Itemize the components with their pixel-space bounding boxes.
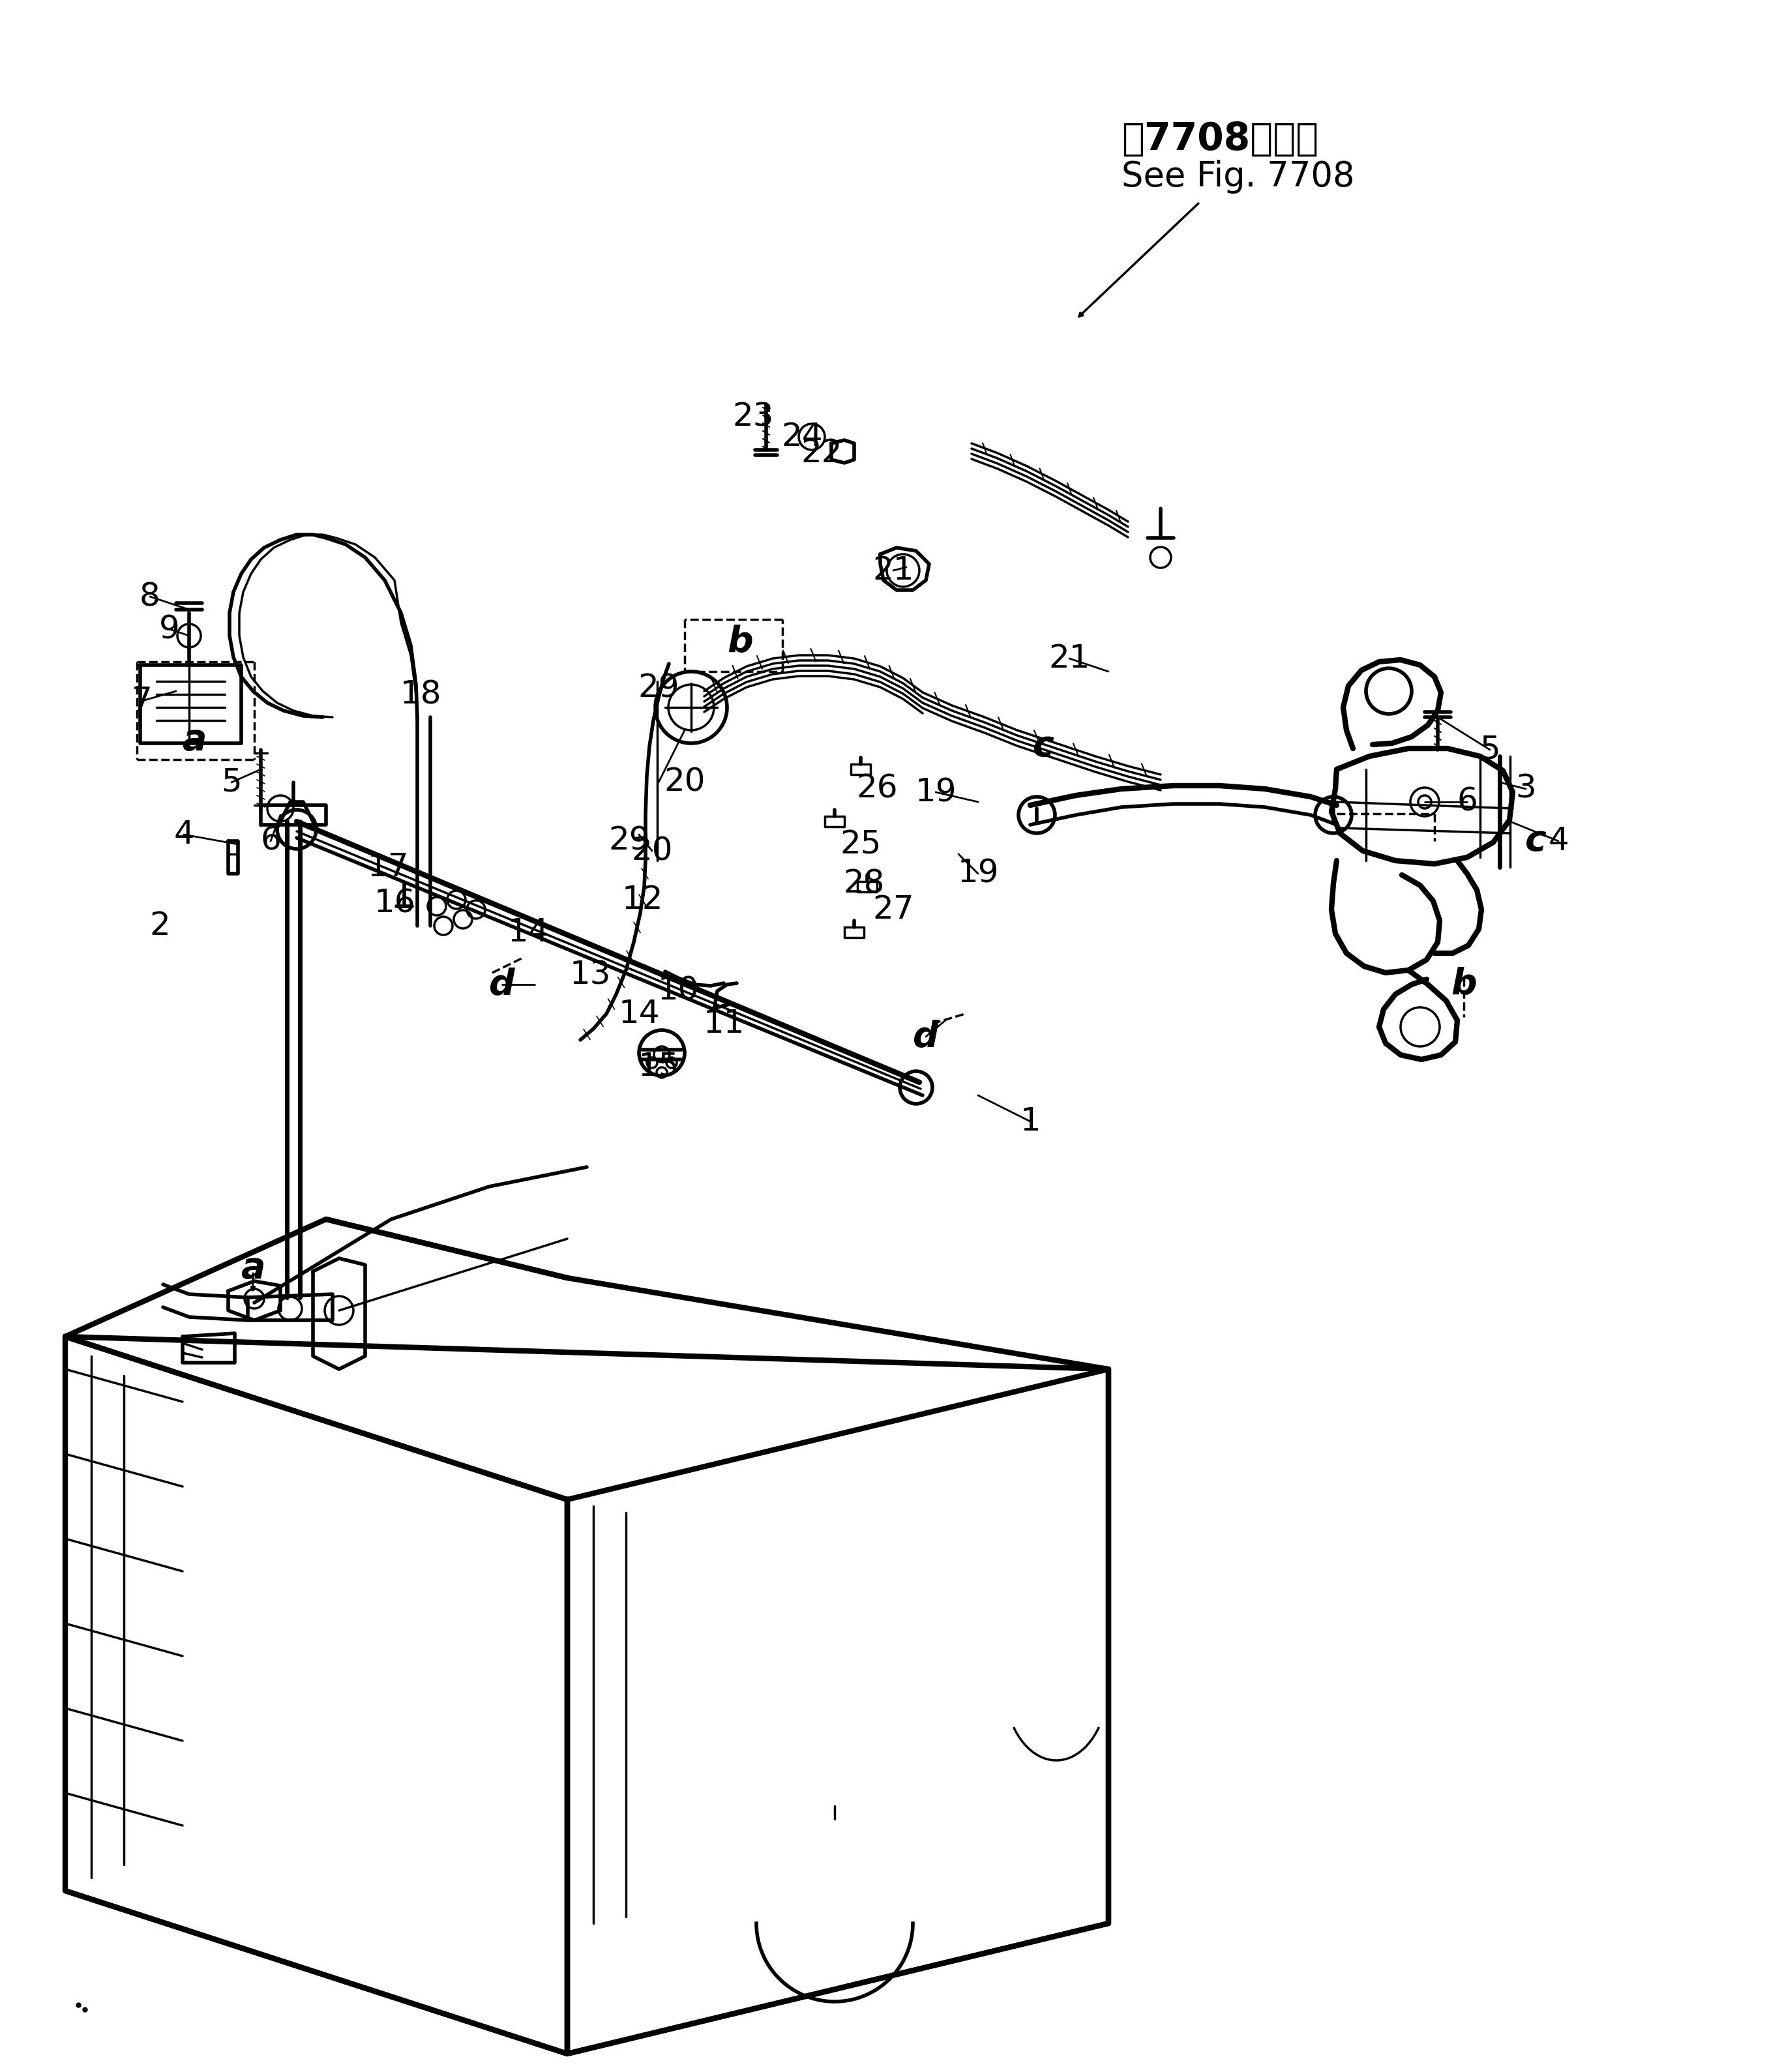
Text: 19: 19	[957, 858, 998, 889]
Text: See Fig. 7708: See Fig. 7708	[1121, 160, 1354, 193]
Text: 8: 8	[139, 580, 160, 611]
Text: 14: 14	[618, 999, 659, 1030]
Text: 2: 2	[150, 910, 169, 941]
Text: 9: 9	[159, 613, 180, 644]
Text: 6: 6	[260, 825, 282, 856]
Text: 13: 13	[570, 959, 611, 990]
Text: d: d	[488, 968, 515, 1003]
Text: c: c	[1525, 823, 1547, 858]
Text: 1: 1	[1019, 1106, 1041, 1138]
Text: 23: 23	[732, 402, 773, 433]
Text: 4: 4	[1549, 825, 1568, 856]
Text: 4: 4	[173, 818, 194, 850]
Text: 7: 7	[132, 686, 153, 717]
Text: 20: 20	[665, 767, 706, 798]
Text: 21: 21	[873, 555, 914, 586]
Text: 5: 5	[221, 767, 242, 798]
Text: 25: 25	[839, 829, 882, 860]
Text: 11: 11	[704, 1007, 745, 1040]
Text: 5: 5	[1479, 733, 1500, 765]
Text: 29: 29	[638, 671, 679, 704]
Text: 24: 24	[781, 421, 823, 452]
Text: 26: 26	[855, 773, 898, 804]
Text: d: d	[912, 1019, 939, 1055]
Text: 21: 21	[1048, 642, 1091, 673]
Text: 12: 12	[622, 885, 663, 916]
Text: a: a	[241, 1251, 266, 1287]
Text: 20: 20	[631, 835, 674, 866]
Text: 19: 19	[914, 777, 957, 808]
Text: a: a	[182, 723, 207, 758]
Text: 22: 22	[800, 437, 843, 468]
Text: 16: 16	[374, 887, 415, 918]
Text: b: b	[1451, 968, 1477, 1003]
Text: 15: 15	[638, 1051, 679, 1082]
Text: 17: 17	[367, 852, 408, 883]
Text: 第7708図参照: 第7708図参照	[1121, 120, 1319, 157]
Text: 29: 29	[608, 825, 650, 856]
Text: 28: 28	[843, 868, 884, 899]
Text: 10: 10	[658, 976, 699, 1007]
Text: c: c	[1032, 729, 1053, 765]
Text: 6: 6	[1456, 785, 1477, 818]
Text: b: b	[727, 624, 754, 659]
Text: 14: 14	[508, 916, 549, 949]
Text: 18: 18	[399, 680, 442, 711]
Text: 27: 27	[873, 893, 914, 926]
Text: 3: 3	[1515, 773, 1536, 804]
